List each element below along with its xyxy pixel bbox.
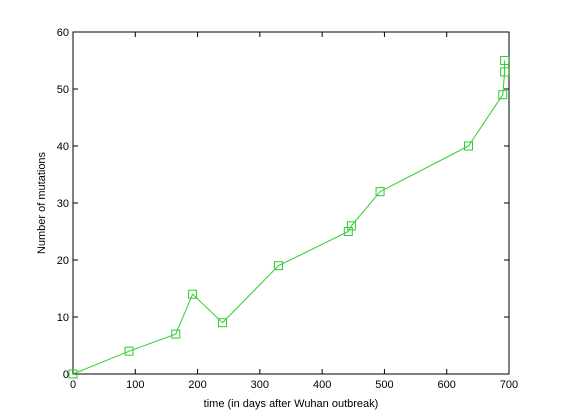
x-axis: 0 100 200 300 400 500 600 700 — [70, 32, 518, 391]
data-point-marker — [217, 318, 227, 328]
data-point-marker — [464, 141, 474, 151]
y-tick-label: 0 — [63, 369, 69, 381]
x-tick-label: 500 — [375, 379, 393, 391]
series-line — [72, 60, 506, 375]
data-point-marker — [343, 227, 353, 236]
x-tick-label: 300 — [251, 379, 269, 391]
series-layer — [68, 56, 510, 379]
plot-frame — [72, 31, 510, 375]
data-point-marker — [274, 261, 284, 271]
data-point-marker — [498, 90, 508, 100]
data-point-marker — [124, 346, 134, 356]
y-tick-label: 60 — [57, 27, 69, 39]
data-point-marker — [188, 289, 198, 299]
y-tick-label: 20 — [57, 255, 69, 267]
y-axis-label: Number of mutations — [36, 151, 48, 254]
data-point-marker — [375, 187, 385, 197]
x-tick-label: 600 — [438, 379, 456, 391]
y-tick-label: 40 — [57, 141, 69, 153]
x-tick-label: 200 — [188, 379, 206, 391]
y-axis: 0 10 20 30 40 50 60 — [57, 27, 509, 381]
x-axis-label: time (in days after Wuhan outbreak) — [204, 398, 379, 410]
x-tick-label: 400 — [313, 379, 331, 391]
x-tick-label: 0 — [70, 379, 76, 391]
y-tick-label: 50 — [57, 84, 69, 96]
y-tick-label: 30 — [57, 198, 69, 210]
y-tick-label: 10 — [57, 312, 69, 324]
data-point-marker — [500, 67, 510, 77]
x-tick-label: 700 — [500, 379, 518, 391]
plot-area — [72, 31, 510, 375]
data-point-marker — [68, 369, 78, 379]
data-point-marker — [346, 221, 356, 231]
data-point-marker — [171, 329, 181, 339]
data-point-marker — [500, 56, 510, 65]
x-tick-label: 100 — [126, 379, 144, 391]
